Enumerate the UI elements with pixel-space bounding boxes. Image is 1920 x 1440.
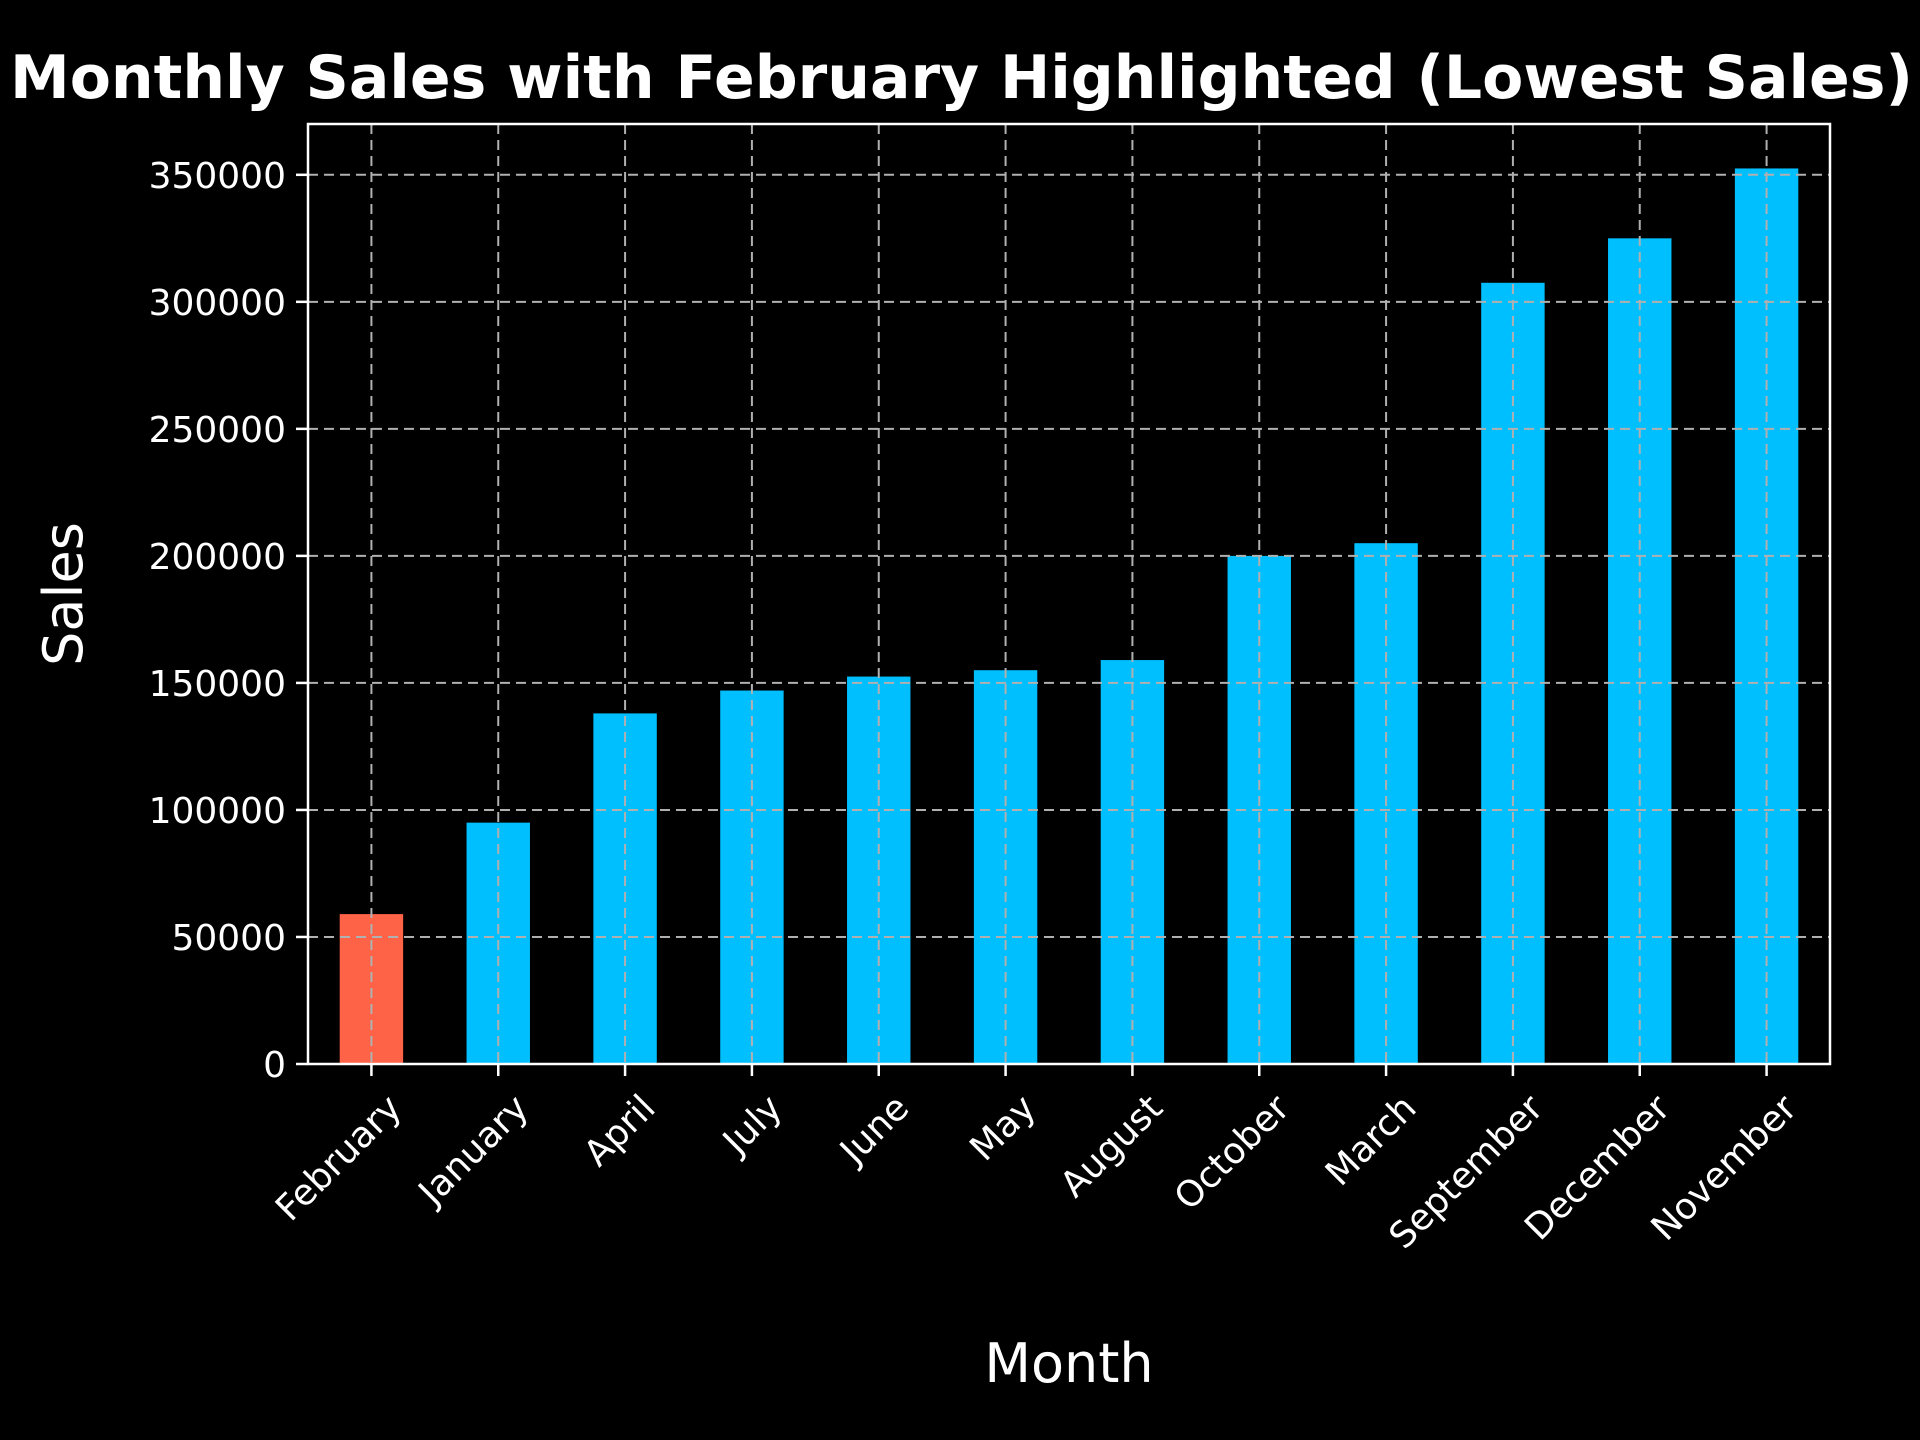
y-tick-label: 150000 [149, 664, 286, 705]
x-tick-label: May [962, 1087, 1044, 1169]
y-tick-label: 100000 [149, 791, 286, 832]
x-tick-label: February [268, 1087, 410, 1229]
chart-title: Monthly Sales with February Highlighted … [10, 43, 1913, 113]
y-axis-ticks: 0 50000 100000 150000 200000 250000 300000 3500… [149, 156, 308, 1086]
grid-lines [308, 124, 1830, 1065]
x-axis-title: Month [984, 1332, 1153, 1395]
x-axis-ticks: February January April July June May AugustOct… [268, 1064, 1805, 1257]
x-tick-label: October [1167, 1087, 1298, 1218]
y-tick-label: 250000 [149, 410, 286, 451]
x-tick-label: March [1318, 1087, 1425, 1194]
y-tick-label: 50000 [171, 918, 286, 959]
y-tick-label: 300000 [149, 283, 286, 324]
x-tick-label: July [714, 1087, 790, 1163]
y-tick-label: 350000 [149, 156, 286, 197]
y-tick-label: 0 [263, 1045, 286, 1086]
x-tick-label: April [576, 1087, 663, 1174]
plot-frame [306, 122, 1832, 1066]
x-tick-label: June [831, 1087, 917, 1173]
x-tick-label: January [410, 1087, 537, 1214]
y-tick-label: 200000 [149, 537, 286, 578]
y-axis-title: Sales [32, 522, 95, 666]
x-tick-label: August [1053, 1087, 1171, 1205]
